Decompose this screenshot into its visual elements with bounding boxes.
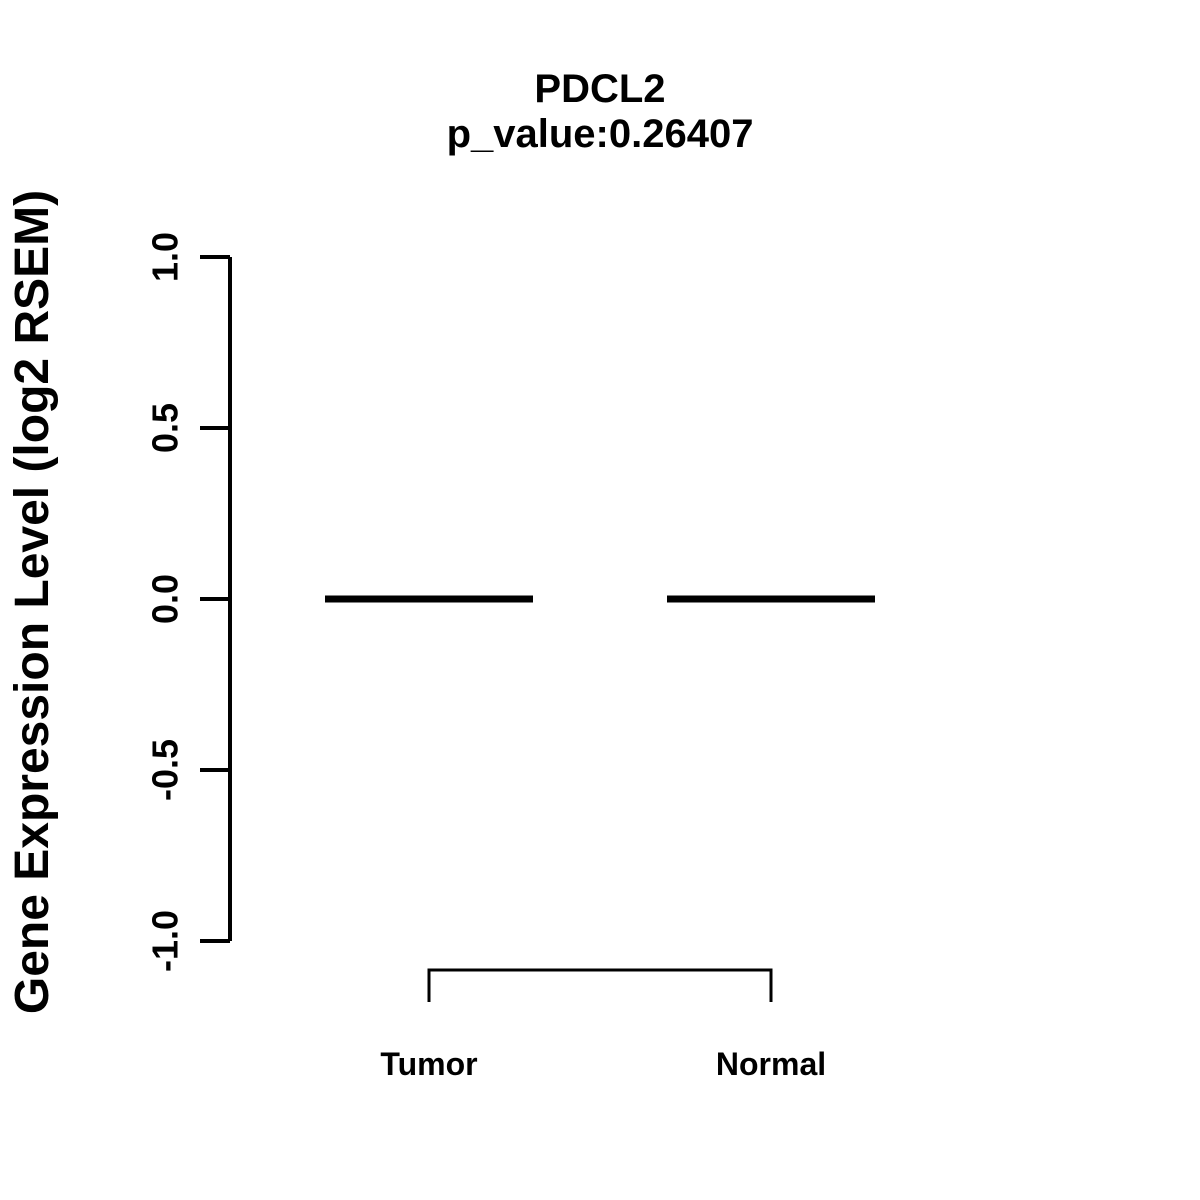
y-tick-label: -1.0 (145, 910, 186, 972)
x-category-label-tumor: Tumor (380, 1046, 478, 1082)
x-category-label-normal: Normal (715, 1046, 827, 1082)
chart-subtitle-pvalue: p_value:0.26407 (446, 112, 754, 156)
y-tick-label: 0.0 (145, 574, 186, 624)
chart-title: PDCL2 (534, 67, 666, 111)
y-tick-label: -0.5 (145, 739, 186, 801)
y-tick-label: 0.5 (145, 403, 186, 453)
y-tick-label: 1.0 (145, 232, 186, 282)
comparison-bracket (427, 968, 773, 1002)
